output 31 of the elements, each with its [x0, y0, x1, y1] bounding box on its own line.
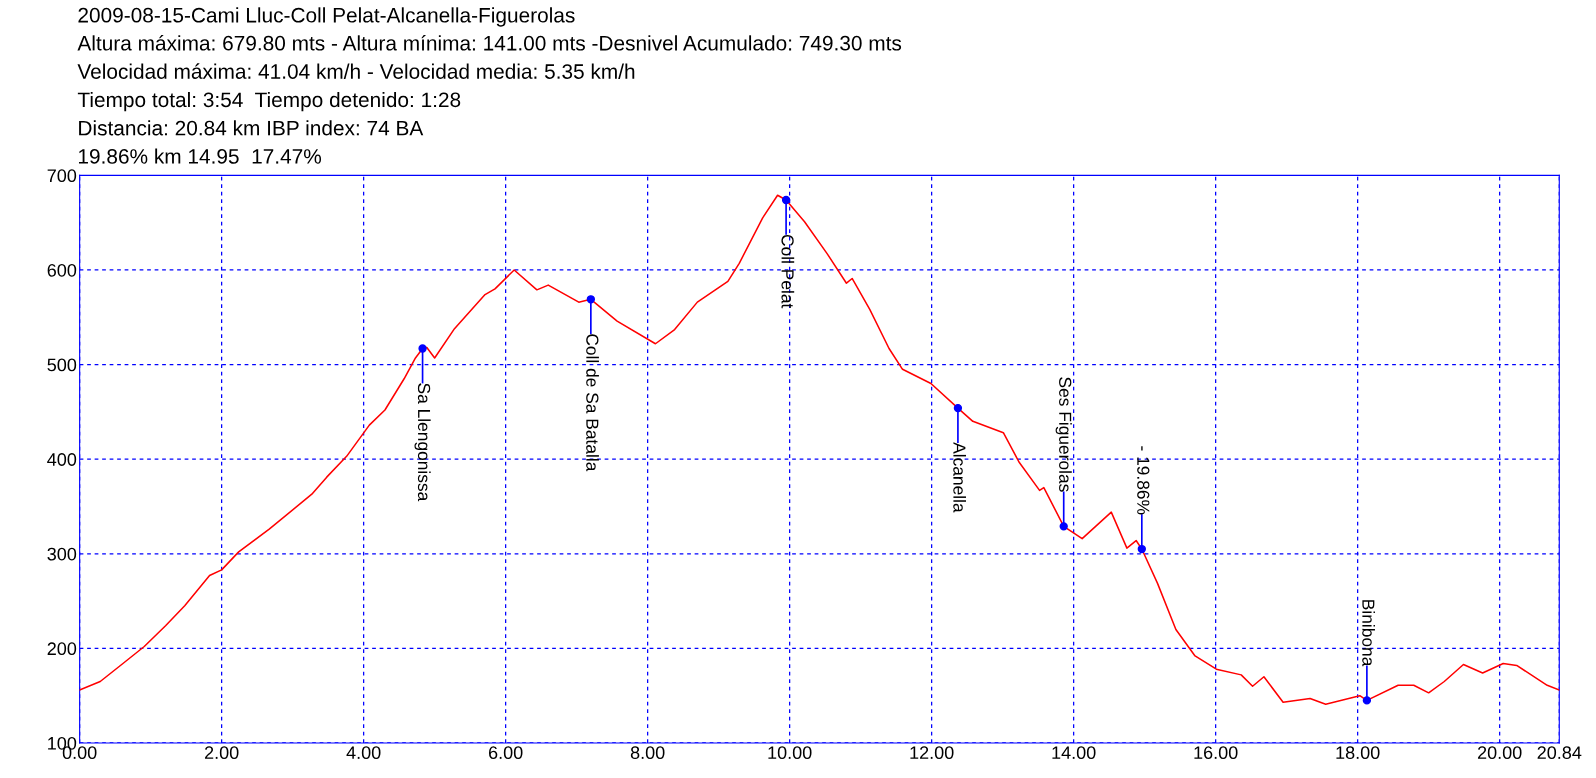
x-tick-label: 2.00 — [204, 746, 239, 760]
annotation: Sa Llengonissa — [414, 383, 431, 502]
text: Altura máxima: 679.80 mts - Altura mínima: 141.00 mts -Desnivel Acumulado: 749.30 mts — [77, 35, 902, 51]
x-tick-label: 6.00 — [488, 746, 523, 760]
text: 19.86% km 14.95 17.47% — [78, 148, 322, 164]
x-tick-label: 10.00 — [768, 746, 812, 760]
y-tick-label: 600 — [47, 263, 77, 277]
text: Distancia: 20.84 km IBP index: 74 BA — [79, 120, 424, 136]
x-tick-label: 14.00 — [1052, 746, 1096, 760]
x-tick-label: 12.00 — [910, 746, 954, 760]
text: Velocidad máxima: 41.04 km/h - Velocidad media: 5.35 km/h — [77, 63, 635, 79]
annotation: Coll de Sa Batalla — [586, 334, 599, 472]
line-series — [79, 194, 1560, 705]
y-tick-label: 400 — [47, 453, 77, 466]
x-tick-label: 18.00 — [1336, 746, 1380, 760]
x-tick-label: 20.00 — [1477, 746, 1522, 760]
x-tick-label: 20.84 — [1537, 746, 1582, 760]
text: Tiempo total: 3:54 Tiempo detenido: 1:28 — [77, 91, 461, 112]
x-tick-label: 4.00 — [346, 746, 381, 760]
annotation: Ses Figuerolas — [1055, 377, 1072, 492]
x-tick-label: 16.00 — [1194, 746, 1238, 760]
y-tick-label: 200 — [47, 642, 77, 656]
annotation: Alcanella — [953, 442, 967, 513]
y-tick-label: 500 — [47, 358, 77, 372]
annotation: Binibona — [1362, 600, 1375, 667]
annotation: Coll Pelat — [781, 234, 795, 309]
x-tick-label: 8.00 — [630, 746, 665, 760]
chart-title: 2009-08-15-Cami Lluc-Coll Pelat-Alcanella-Figuerolas — [78, 7, 575, 27]
y-tick-label: 300 — [47, 547, 77, 561]
annotation: - 19.86% — [1137, 446, 1150, 515]
y-tick-label: 700 — [47, 169, 77, 183]
